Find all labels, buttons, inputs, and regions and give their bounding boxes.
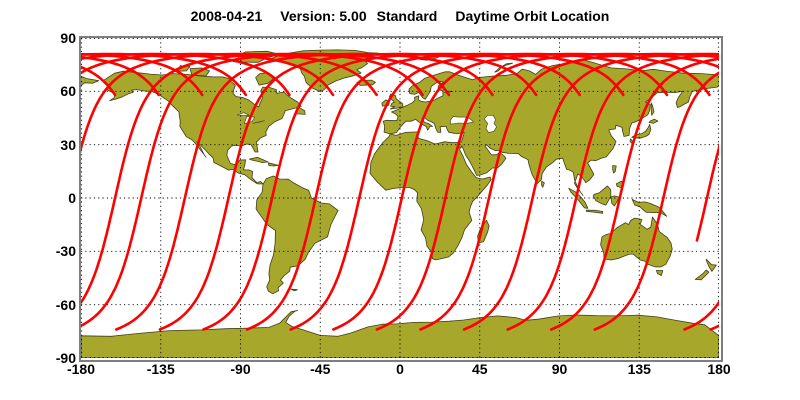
landmass (694, 269, 710, 281)
orbit-ground-track (81, 52, 451, 328)
y-axis-tick-label: -90 (55, 350, 76, 366)
orbit-ground-track (245, 52, 625, 331)
orbit-ground-track (419, 52, 719, 331)
x-axis-tick-label: -135 (146, 361, 175, 377)
landmass (494, 62, 513, 73)
y-axis-tick-label: 30 (60, 136, 76, 153)
x-axis-tick-label: 90 (551, 361, 568, 377)
figure-title: 2008-04-21 Version: 5.00 Standard Daytime O… (81, 8, 719, 24)
landmass (270, 49, 380, 93)
orbit-ground-track (549, 57, 719, 331)
landmass (592, 185, 612, 206)
orbit-ground-track (462, 52, 719, 331)
x-axis-tick-label: -180 (66, 361, 96, 377)
x-axis-tick-label: 180 (707, 361, 731, 377)
orbit-tracks-layer (81, 52, 719, 331)
title-date: 2008-04-21 (190, 8, 263, 24)
landmass (650, 102, 655, 116)
landmass (252, 120, 265, 124)
orbit-ground-track (289, 52, 669, 331)
x-axis-tick-label: -90 (230, 361, 251, 377)
orbit-ground-track (202, 52, 582, 331)
y-axis-tick-label: -30 (55, 243, 76, 260)
orbit-ground-track (506, 53, 719, 331)
orbit-ground-track (81, 65, 117, 97)
landmass (483, 115, 497, 133)
landmass (656, 269, 664, 276)
landmass (255, 175, 339, 295)
landmass (648, 118, 659, 124)
world-map-svg (81, 38, 719, 358)
landmass (290, 288, 298, 292)
landmass (705, 258, 717, 272)
orbit-ground-track (81, 52, 248, 97)
landmass (236, 112, 250, 116)
landmass (248, 156, 269, 163)
orbit-ground-track (81, 52, 378, 154)
orbit-ground-track (81, 52, 335, 97)
orbit-ground-track (695, 143, 719, 242)
orbit-ground-track (114, 52, 494, 331)
x-axis-tick-label: -45 (310, 361, 331, 377)
title-name: Daytime Orbit Location (455, 8, 610, 24)
title-type: Standard (376, 8, 438, 24)
landmass (585, 209, 604, 214)
orbit-ground-track (81, 52, 424, 305)
x-axis-tick-label: 0 (396, 361, 404, 377)
y-axis-tick-label: 90 (60, 30, 76, 46)
landmass (388, 93, 404, 110)
x-axis-tick-label: 45 (471, 361, 488, 377)
orbit-ground-track (709, 324, 719, 331)
y-axis-tick-label: -60 (55, 296, 76, 313)
landmass (81, 75, 100, 87)
landmass (540, 180, 545, 188)
y-axis-tick-label: 0 (68, 190, 76, 206)
grid-layer (81, 38, 719, 358)
landmass (369, 59, 719, 261)
landmass (267, 162, 279, 167)
map-plot (81, 38, 719, 358)
orbit-ground-track (158, 52, 538, 331)
title-version: Version: 5.00 (280, 8, 367, 24)
landmass (612, 165, 617, 174)
orbit-ground-track (375, 52, 719, 331)
landmass (631, 198, 668, 217)
landmass (600, 216, 673, 268)
world-map-layer (81, 49, 719, 358)
y-axis-tick-label: 60 (60, 83, 76, 100)
landmass (610, 195, 620, 207)
orbit-ground-track (81, 52, 291, 97)
x-axis-tick-label: 135 (627, 361, 651, 377)
orbit-ground-track (332, 52, 711, 331)
orbit-ground-track (593, 71, 719, 331)
